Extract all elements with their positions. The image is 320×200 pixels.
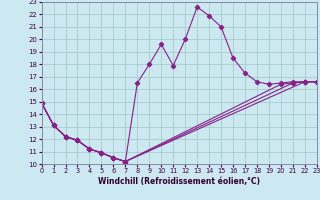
X-axis label: Windchill (Refroidissement éolien,°C): Windchill (Refroidissement éolien,°C)	[98, 177, 260, 186]
